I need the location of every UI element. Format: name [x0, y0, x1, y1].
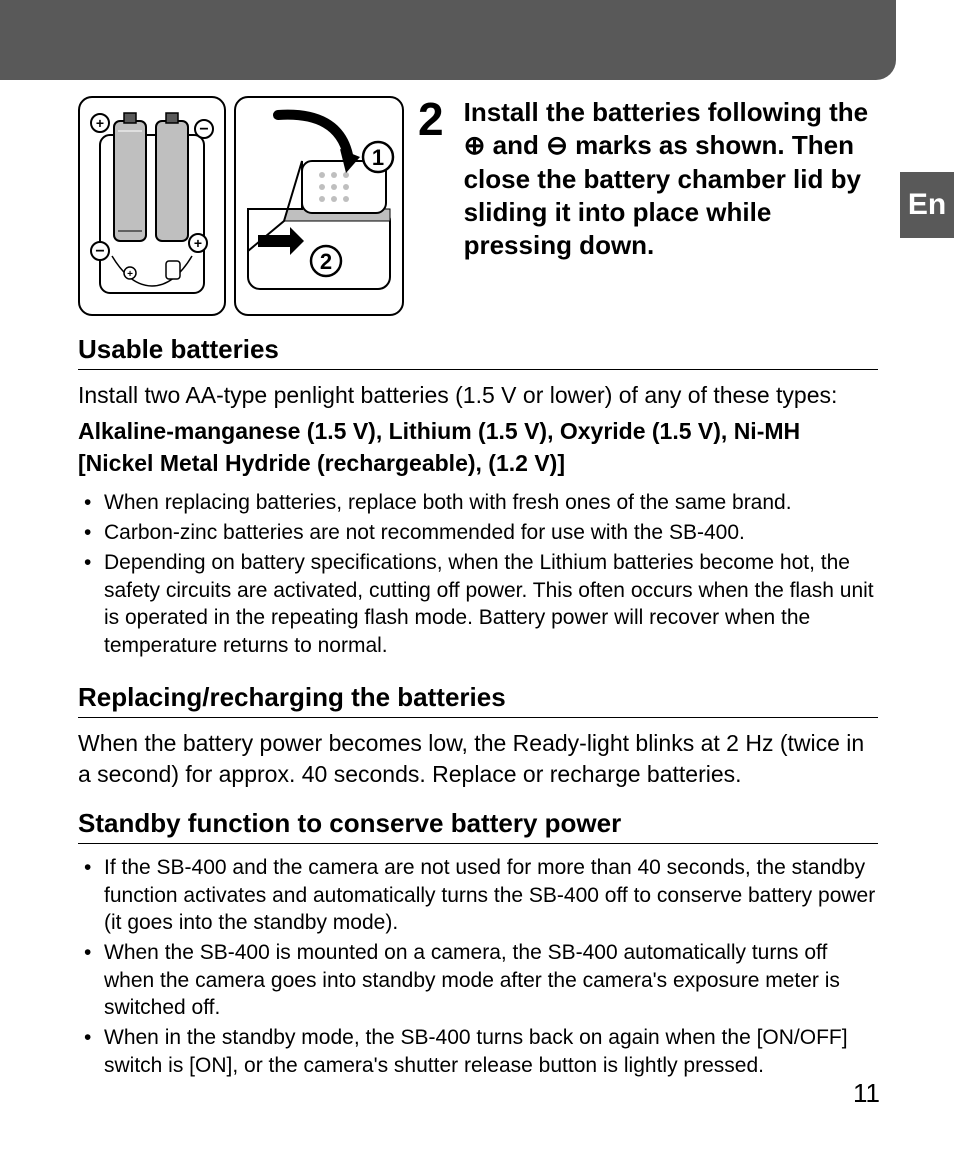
list-item: When in the standby mode, the SB-400 tur…: [78, 1024, 878, 1079]
minus-mark-icon: ⊖: [546, 129, 568, 162]
step-instruction: Install the batteries following the ⊕ an…: [464, 96, 878, 316]
page-number: 11: [853, 1078, 880, 1109]
step-label-1: 1: [372, 145, 384, 170]
step-2-row: + − − + +: [78, 96, 878, 316]
step-text-a: Install the batteries following the: [464, 97, 869, 127]
list-item: When replacing batteries, replace both w…: [78, 489, 878, 517]
list-item: Carbon-zinc batteries are not recommende…: [78, 519, 878, 547]
section-standby-title: Standby function to conserve battery pow…: [78, 808, 878, 844]
usable-types: Alkaline-manganese (1.5 V), Lithium (1.5…: [78, 415, 878, 479]
header-bar: [0, 0, 896, 80]
usable-intro: Install two AA-type penlight batteries (…: [78, 380, 878, 411]
replacing-para: When the battery power becomes low, the …: [78, 728, 878, 790]
list-item: Depending on battery specifications, whe…: [78, 549, 878, 660]
svg-text:−: −: [199, 121, 208, 138]
plus-mark-icon: ⊕: [464, 129, 486, 162]
svg-text:−: −: [95, 243, 104, 260]
svg-text:+: +: [96, 115, 104, 131]
list-item: If the SB-400 and the camera are not use…: [78, 854, 878, 937]
step-text-b: and: [485, 130, 546, 160]
standby-bullets: If the SB-400 and the camera are not use…: [78, 854, 878, 1080]
illustration-batteries: + − − + +: [78, 96, 226, 316]
svg-text:+: +: [194, 235, 202, 251]
step-label-2: 2: [320, 249, 332, 274]
list-item: When the SB-400 is mounted on a camera, …: [78, 939, 878, 1022]
language-tab: En: [900, 172, 954, 238]
svg-text:+: +: [127, 269, 133, 280]
illustration-group: + − − + +: [78, 96, 404, 316]
battery-install-svg: + − − + +: [82, 101, 222, 311]
usable-bullets: When replacing batteries, replace both w…: [78, 489, 878, 659]
section-replacing-title: Replacing/recharging the batteries: [78, 682, 878, 718]
page-content: + − − + +: [78, 96, 878, 1082]
section-usable-title: Usable batteries: [78, 334, 878, 370]
illustration-close-lid: 1 2: [234, 96, 404, 316]
close-lid-svg: 1 2: [238, 101, 400, 311]
step-number: 2: [418, 96, 444, 316]
